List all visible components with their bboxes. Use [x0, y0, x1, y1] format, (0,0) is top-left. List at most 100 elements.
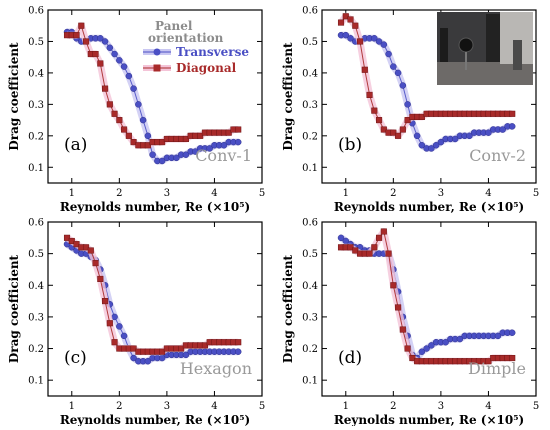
data-point-square — [63, 234, 71, 241]
chart-panel-d: 1 2 3 4 5 0.1 0.2 0.3 0.4 0.5 0.6 Reynolds number, … — [281, 218, 539, 428]
data-point-square — [102, 85, 109, 92]
data-point-circle — [342, 31, 350, 39]
data-point-circle — [508, 329, 516, 336]
data-point-circle — [394, 69, 402, 77]
legend-marker-circle — [153, 48, 161, 56]
data-point-square — [509, 110, 516, 117]
panel-label: (a) — [64, 135, 87, 155]
legend-title-line1: Panel — [155, 19, 193, 33]
data-point-circle — [220, 142, 228, 149]
data-point-circle — [494, 332, 502, 340]
data-point-square — [347, 244, 354, 251]
data-point-circle — [432, 142, 440, 149]
x-tick-label: 1 — [69, 188, 75, 199]
data-point-square — [404, 345, 411, 352]
plot-frame — [321, 9, 537, 184]
data-point-square — [130, 139, 137, 146]
chart-panel-b: 1 2 3 4 5 0.1 0.2 0.3 0.4 0.5 0.6 Reynolds number, … — [281, 6, 539, 215]
data-point-circle — [413, 132, 421, 140]
data-point-square — [68, 237, 75, 245]
data-point-square — [130, 345, 137, 352]
data-point-square — [106, 101, 113, 108]
x-tick-label: 4 — [485, 188, 491, 199]
data-point-square — [390, 282, 397, 289]
photo-ball — [458, 37, 474, 53]
y-tick-label: 0.2 — [28, 131, 44, 142]
x-tick-label: 2 — [390, 188, 396, 199]
series-diagonal — [63, 234, 242, 356]
data-point-square — [352, 247, 359, 254]
data-point-square — [399, 326, 406, 333]
x-tick-label: 3 — [438, 401, 444, 412]
x-tick-label: 1 — [343, 188, 349, 199]
data-point-square — [144, 142, 151, 149]
x-tick-label: 3 — [164, 401, 170, 412]
x-axis-label: Reynolds number, Re (×10⁵) — [60, 200, 250, 214]
data-point-circle — [206, 145, 213, 152]
data-point-circle — [499, 126, 506, 133]
data-point-circle — [428, 342, 435, 349]
data-point-square — [78, 22, 85, 29]
data-point-circle — [234, 138, 242, 146]
data-point-square — [97, 275, 104, 282]
x-tick-label: 5 — [533, 401, 539, 412]
y-tick-label: 0.4 — [28, 281, 44, 292]
legend-entry-transverse: Transverse — [143, 45, 249, 59]
data-point-square — [82, 244, 90, 251]
x-tick-label: 2 — [116, 401, 122, 412]
y-tick-label: 0.6 — [28, 218, 44, 229]
data-point-circle — [428, 145, 435, 152]
data-point-square — [376, 117, 383, 124]
data-point-square — [225, 129, 232, 136]
y-tick-label: 0.5 — [302, 37, 318, 48]
data-point-square — [371, 107, 378, 114]
x-tick-label: 5 — [259, 188, 265, 199]
data-point-square — [485, 358, 492, 365]
data-point-circle — [337, 234, 345, 242]
x-axis-label: Reynolds number, Re (×10⁵) — [334, 413, 524, 426]
data-point-square — [356, 38, 364, 45]
data-point-circle — [106, 44, 114, 51]
panel-name: Conv-1 — [195, 146, 252, 165]
data-point-square — [390, 129, 397, 136]
data-point-square — [404, 117, 411, 124]
data-point-square — [92, 260, 99, 267]
data-point-square — [418, 113, 425, 120]
chart-panel-a: 1 2 3 4 5 0.1 0.2 0.3 0.4 0.5 0.6 Reynolds number, … — [7, 6, 265, 215]
x-tick-label: 4 — [485, 401, 491, 412]
panel-name: Conv-2 — [469, 146, 526, 165]
data-point-circle — [182, 351, 190, 359]
data-point-square — [361, 66, 368, 73]
data-point-square — [342, 13, 349, 20]
photo-doorway — [486, 14, 500, 62]
y-tick-label: 0.3 — [302, 100, 318, 111]
data-point-circle — [192, 148, 199, 155]
data-point-square — [178, 345, 185, 352]
data-point-circle — [158, 157, 166, 165]
y-tick-label: 0.5 — [302, 249, 318, 260]
y-tick-label: 0.2 — [302, 131, 318, 142]
data-point-circle — [125, 72, 133, 80]
data-point-square — [385, 250, 392, 257]
data-point-circle — [423, 345, 430, 352]
y-axis-label: Drag coefficient — [7, 254, 21, 363]
data-point-square — [201, 342, 208, 349]
x-tick-label: 3 — [164, 188, 170, 199]
data-point-square — [111, 339, 118, 346]
data-point-circle — [508, 123, 516, 130]
y-tick-label: 0.1 — [302, 376, 318, 387]
data-point-square — [182, 135, 189, 143]
x-tick-label: 4 — [211, 401, 217, 412]
y-tick-label: 0.6 — [302, 6, 318, 17]
y-tick-label: 0.4 — [302, 68, 318, 79]
chart-panel-c: 1 2 3 4 5 0.1 0.2 0.3 0.4 0.5 0.6 Reynolds number, … — [7, 218, 265, 428]
data-point-circle — [456, 335, 464, 343]
data-point-square — [159, 139, 166, 146]
data-point-circle — [101, 38, 109, 45]
data-point-square — [87, 247, 94, 254]
data-point-circle — [399, 82, 407, 89]
data-point-circle — [144, 132, 152, 140]
data-point-circle — [437, 138, 445, 146]
x-axis-label: Reynolds number, Re (×10⁵) — [334, 200, 524, 214]
